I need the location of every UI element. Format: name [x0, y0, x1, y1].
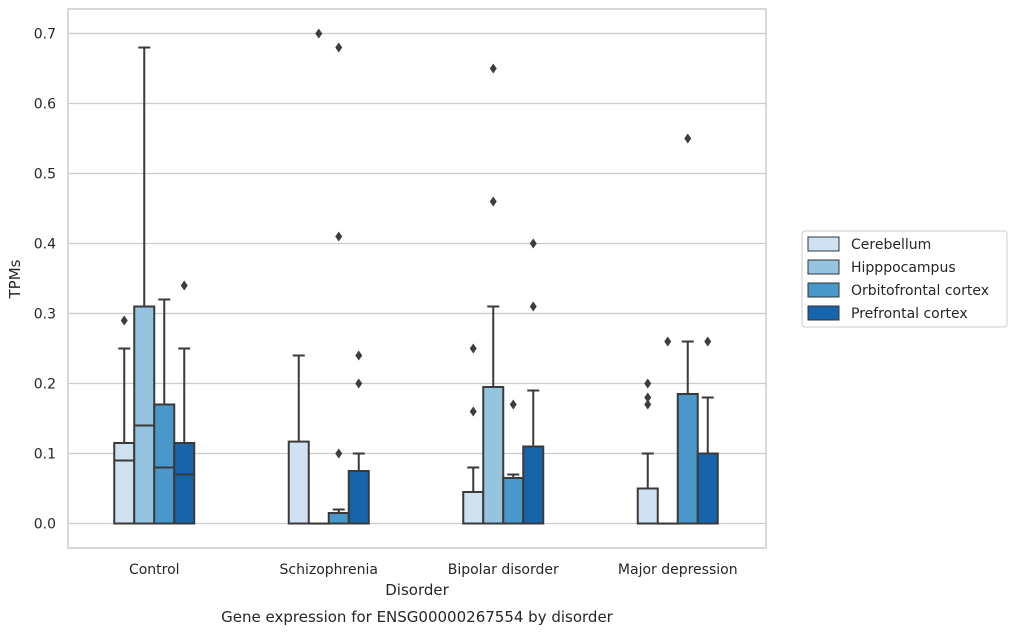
box [347, 470, 370, 525]
x-tick-label: Schizophrenia [280, 562, 378, 578]
y-tick-labels: 0.0 0.1 0.2 0.3 0.4 0.5 0.6 0.7 [34, 27, 56, 533]
x-axis-label: Disorder [385, 581, 449, 599]
box [676, 393, 699, 525]
box [522, 445, 545, 525]
outlier-point [315, 28, 323, 39]
legend-label-prefrontal-cortex: Prefrontal cortex [851, 306, 968, 322]
box [173, 442, 196, 525]
outlier-point [469, 406, 477, 417]
box [113, 442, 136, 525]
outlier-point [509, 399, 517, 410]
outlier-point [469, 343, 477, 354]
y-tick-label: 0.4 [34, 237, 56, 253]
outlier-point [529, 238, 537, 249]
x-tick-labels: Control Schizophrenia Bipolar disorder Majo… [129, 562, 738, 578]
legend-swatch-orbitofrontal-cortex [807, 282, 840, 298]
legend-label-cerebellum: Cerebellum [851, 237, 931, 253]
outlier-point [644, 392, 652, 403]
outlier-point [335, 448, 343, 459]
box [133, 305, 156, 525]
outlier-point [664, 336, 672, 347]
y-tick-label: 0.3 [34, 307, 56, 323]
y-axis-label: TPMs [6, 259, 24, 299]
y-tick-label: 0.2 [34, 377, 56, 393]
legend: Cerebellum Hipppocampus Orbitofrontal co… [801, 230, 1008, 328]
plot-frame [67, 8, 767, 549]
legend-swatch-cerebellum [807, 236, 840, 252]
outlier-point [644, 378, 652, 389]
box [287, 440, 310, 525]
outlier-point [335, 231, 343, 242]
box [462, 491, 485, 525]
outlier-point [644, 399, 652, 410]
box [327, 512, 350, 525]
legend-swatch-hippocampus [807, 259, 840, 275]
y-tick-label: 0.7 [34, 27, 56, 43]
box [153, 403, 176, 525]
legend-label-orbitofrontal-cortex: Orbitofrontal cortex [851, 283, 989, 299]
outlier-point [704, 336, 712, 347]
x-tick-label: Major depression [618, 562, 738, 578]
box [482, 386, 505, 525]
outlier-point [120, 315, 128, 326]
box [696, 452, 719, 525]
y-tick-label: 0.6 [34, 97, 56, 113]
legend-label-hippocampus: Hipppocampus [851, 260, 956, 276]
chart-caption: Gene expression for ENSG00000267554 by d… [221, 608, 614, 626]
outlier-point [180, 280, 188, 291]
x-tick-label: Control [129, 562, 180, 578]
outlier-point [355, 378, 363, 389]
box [502, 477, 525, 525]
outlier-point [489, 63, 497, 74]
outlier-point [684, 133, 692, 144]
outlier-point [529, 301, 537, 312]
y-tick-label: 0.5 [34, 167, 56, 183]
y-tick-label: 0.0 [34, 517, 56, 533]
box [636, 487, 659, 525]
outlier-point [489, 196, 497, 207]
y-tick-label: 0.1 [34, 447, 56, 463]
legend-frame [801, 230, 1008, 328]
outlier-point [355, 350, 363, 361]
outlier-point [335, 42, 343, 53]
box-groups [113, 28, 719, 525]
x-tick-label: Bipolar disorder [448, 562, 559, 578]
legend-swatch-prefrontal-cortex [807, 305, 840, 321]
